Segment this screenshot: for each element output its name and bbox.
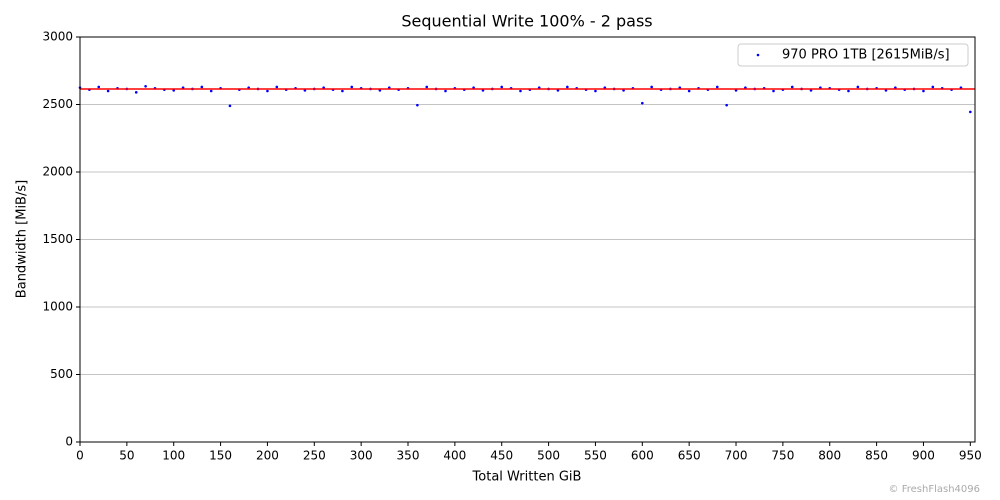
data-point xyxy=(134,91,138,94)
x-tick-label: 650 xyxy=(678,449,701,463)
x-tick-label: 800 xyxy=(818,449,841,463)
data-point xyxy=(715,85,719,89)
y-tick-label: 3000 xyxy=(42,30,73,44)
data-point xyxy=(790,85,794,89)
watermark: © FreshFlash4096 xyxy=(889,484,980,495)
x-tick-label: 100 xyxy=(162,449,185,463)
data-point xyxy=(266,89,269,93)
data-point xyxy=(931,85,935,89)
x-tick-label: 550 xyxy=(584,449,607,463)
data-point xyxy=(922,89,925,93)
x-tick-label: 400 xyxy=(443,449,466,463)
x-tick-label: 350 xyxy=(397,449,420,463)
x-tick-label: 300 xyxy=(350,449,373,463)
data-point xyxy=(425,85,429,89)
x-tick-label: 950 xyxy=(959,449,982,463)
legend-label: 970 PRO 1TB [2615MiB/s] xyxy=(782,48,950,63)
legend-box xyxy=(737,43,969,67)
x-tick-label: 500 xyxy=(537,449,560,463)
y-tick-label: 1000 xyxy=(42,300,73,314)
data-point xyxy=(650,85,653,89)
data-point xyxy=(200,85,204,89)
x-tick-label: 700 xyxy=(725,449,748,463)
plot-frame xyxy=(79,36,976,443)
legend-marker xyxy=(756,53,760,57)
data-point xyxy=(209,89,213,93)
x-tick-label: 450 xyxy=(490,449,513,463)
x-axis-label: Total Written GiB xyxy=(472,470,582,485)
data-point xyxy=(350,85,354,89)
data-point xyxy=(847,89,850,93)
data-point xyxy=(641,101,644,105)
data-point xyxy=(594,89,597,93)
data-point xyxy=(341,89,344,93)
data-point xyxy=(416,103,419,107)
y-tick-label: 1500 xyxy=(42,232,73,246)
data-point xyxy=(106,89,110,93)
data-point xyxy=(228,104,232,108)
x-tick-label: 0 xyxy=(76,449,84,463)
data-point xyxy=(275,85,279,89)
data-point xyxy=(500,85,504,89)
y-axis-label: Bandwidth [MiB/s] xyxy=(15,180,30,298)
data-point xyxy=(772,89,775,93)
x-tick-label: 250 xyxy=(303,449,326,463)
x-tick-label: 50 xyxy=(119,449,134,463)
data-point xyxy=(687,89,691,93)
data-point xyxy=(725,103,728,107)
x-tick-label: 900 xyxy=(912,449,935,463)
x-tick-label: 200 xyxy=(256,449,279,463)
data-point xyxy=(519,89,522,93)
data-point xyxy=(969,110,972,114)
data-point xyxy=(444,89,447,93)
data-point xyxy=(97,85,101,89)
data-point xyxy=(566,85,569,89)
y-tick-label: 500 xyxy=(50,367,73,381)
data-point xyxy=(144,84,147,88)
x-tick-label: 750 xyxy=(771,449,794,463)
y-tick-label: 2500 xyxy=(42,97,73,111)
x-tick-label: 150 xyxy=(209,449,232,463)
data-point xyxy=(856,85,860,89)
chart-title: Sequential Write 100% - 2 pass xyxy=(401,12,652,31)
x-tick-label: 600 xyxy=(631,449,654,463)
x-tick-label: 850 xyxy=(865,449,888,463)
y-tick-label: 0 xyxy=(65,435,73,449)
y-tick-label: 2000 xyxy=(42,165,73,179)
